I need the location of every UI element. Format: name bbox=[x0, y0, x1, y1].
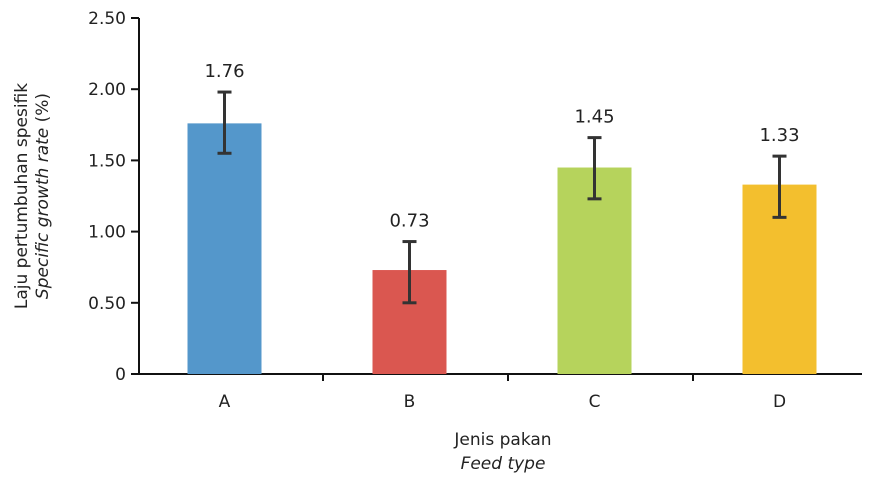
y-axis-title-english: Specific growth rate (%) bbox=[33, 93, 53, 299]
bar-c bbox=[557, 167, 632, 374]
data-labels: 1.76 0.73 1.45 1.33 bbox=[204, 61, 799, 232]
data-label-b: 0.73 bbox=[389, 211, 429, 232]
x-tick-label-c: C bbox=[589, 392, 601, 412]
data-label-a: 1.76 bbox=[204, 61, 244, 82]
data-label-c: 1.45 bbox=[574, 107, 614, 128]
x-tick-label-b: B bbox=[404, 392, 416, 412]
y-axis-title: Laju pertumbuhan spesifik bbox=[12, 83, 32, 309]
y-axis-title-italic: Specific growth rate bbox=[33, 128, 53, 299]
y-tick-label: 2.50 bbox=[88, 9, 126, 29]
error-bars bbox=[217, 90, 787, 305]
x-tick-label-d: D bbox=[773, 392, 786, 412]
y-tick-label: 0.50 bbox=[88, 294, 126, 314]
bar-a bbox=[187, 123, 262, 374]
y-tick-label: 1.00 bbox=[88, 223, 126, 243]
y-tick-label: 0 bbox=[115, 365, 126, 385]
x-axis-title-english: Feed type bbox=[461, 454, 546, 474]
y-axis-title-unit: (%) bbox=[33, 93, 53, 128]
x-tick-label-a: A bbox=[219, 392, 231, 412]
y-axis: 0 0.50 1.00 1.50 2.00 2.50 bbox=[88, 9, 140, 385]
y-tick-label: 2.00 bbox=[88, 80, 126, 100]
x-axis-title: Jenis pakan bbox=[453, 430, 551, 450]
bars bbox=[187, 123, 817, 374]
x-axis: A B C D bbox=[139, 373, 862, 412]
data-label-d: 1.33 bbox=[759, 125, 799, 146]
y-tick-label: 1.50 bbox=[88, 151, 126, 171]
